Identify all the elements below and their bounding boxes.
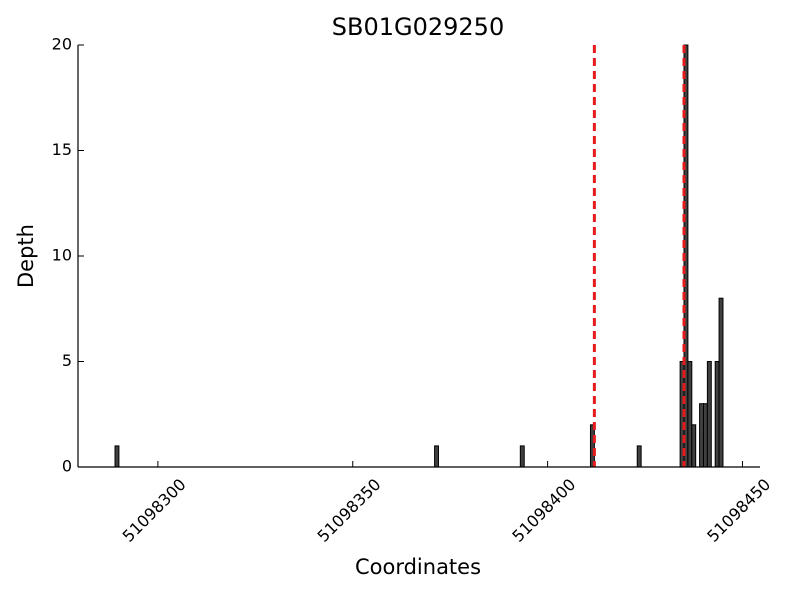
chart-title: SB01G029250 — [332, 13, 504, 41]
x-tick-label: 51098300 — [119, 475, 190, 546]
y-tick-label: 0 — [62, 457, 72, 476]
bar — [114, 445, 120, 468]
bar — [589, 424, 595, 468]
bar — [434, 445, 439, 468]
y-tick-label: 15 — [52, 140, 72, 159]
y-tick-label: 10 — [52, 246, 72, 265]
bar — [636, 445, 642, 468]
x-tick-label: 51098350 — [314, 475, 385, 546]
bar — [687, 361, 693, 468]
bar — [699, 403, 704, 468]
bar — [714, 361, 720, 468]
x-axis-label: Coordinates — [355, 555, 481, 579]
y-tick-label: 20 — [52, 35, 72, 54]
x-tick-label: 51098400 — [508, 475, 579, 546]
bar — [702, 403, 708, 468]
bar — [718, 297, 724, 468]
y-tick-label: 5 — [62, 351, 72, 370]
bar — [706, 361, 712, 468]
y-axis-label: Depth — [14, 224, 38, 288]
bar — [691, 424, 697, 468]
x-tick-label: 51098450 — [703, 475, 774, 546]
bar — [519, 445, 525, 468]
